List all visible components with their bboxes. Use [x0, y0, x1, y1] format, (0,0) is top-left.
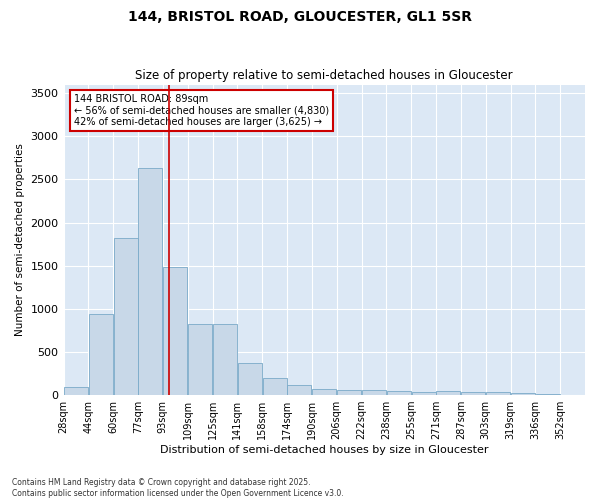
Bar — [238, 363, 262, 395]
Bar — [412, 392, 436, 395]
Y-axis label: Number of semi-detached properties: Number of semi-detached properties — [15, 144, 25, 336]
Bar — [64, 387, 88, 395]
Bar — [536, 394, 560, 395]
X-axis label: Distribution of semi-detached houses by size in Gloucester: Distribution of semi-detached houses by … — [160, 445, 488, 455]
Bar — [486, 392, 510, 395]
Bar — [89, 314, 113, 395]
Bar — [188, 324, 212, 395]
Bar — [387, 391, 411, 395]
Title: Size of property relative to semi-detached houses in Gloucester: Size of property relative to semi-detach… — [136, 69, 513, 82]
Text: 144 BRISTOL ROAD: 89sqm
← 56% of semi-detached houses are smaller (4,830)
42% of: 144 BRISTOL ROAD: 89sqm ← 56% of semi-de… — [74, 94, 329, 127]
Bar — [113, 238, 137, 395]
Bar — [436, 391, 460, 395]
Bar — [163, 266, 187, 395]
Bar — [287, 385, 311, 395]
Bar — [337, 390, 361, 395]
Text: Contains HM Land Registry data © Crown copyright and database right 2025.
Contai: Contains HM Land Registry data © Crown c… — [12, 478, 344, 498]
Bar — [511, 394, 535, 395]
Bar — [263, 378, 287, 395]
Text: 144, BRISTOL ROAD, GLOUCESTER, GL1 5SR: 144, BRISTOL ROAD, GLOUCESTER, GL1 5SR — [128, 10, 472, 24]
Bar — [461, 392, 485, 395]
Bar — [139, 168, 163, 395]
Bar — [213, 324, 237, 395]
Bar — [312, 389, 336, 395]
Bar — [362, 390, 386, 395]
